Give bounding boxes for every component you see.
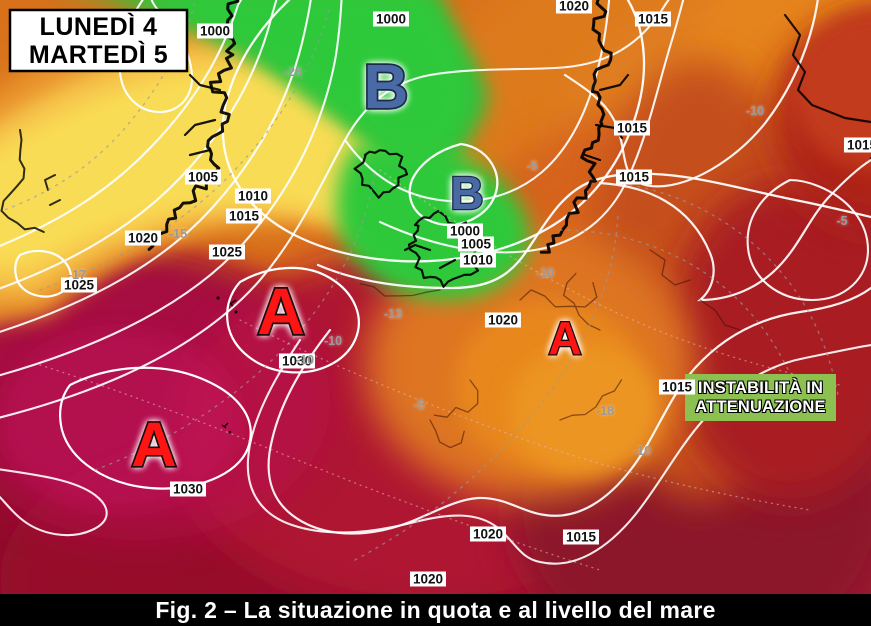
svg-text:A: A	[131, 410, 177, 480]
svg-text:B: B	[364, 53, 409, 122]
svg-text:A: A	[257, 274, 305, 348]
svg-text:B: B	[450, 167, 483, 219]
svg-text:A: A	[548, 312, 581, 364]
